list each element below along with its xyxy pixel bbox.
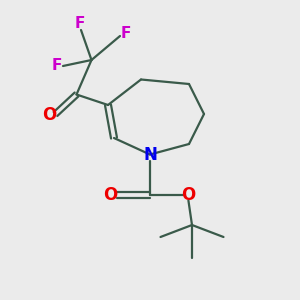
Text: F: F	[74, 16, 85, 32]
Text: N: N	[143, 146, 157, 164]
Text: O: O	[181, 186, 196, 204]
Text: O: O	[42, 106, 57, 124]
Text: F: F	[121, 26, 131, 40]
Text: O: O	[103, 186, 118, 204]
Text: F: F	[52, 58, 62, 74]
